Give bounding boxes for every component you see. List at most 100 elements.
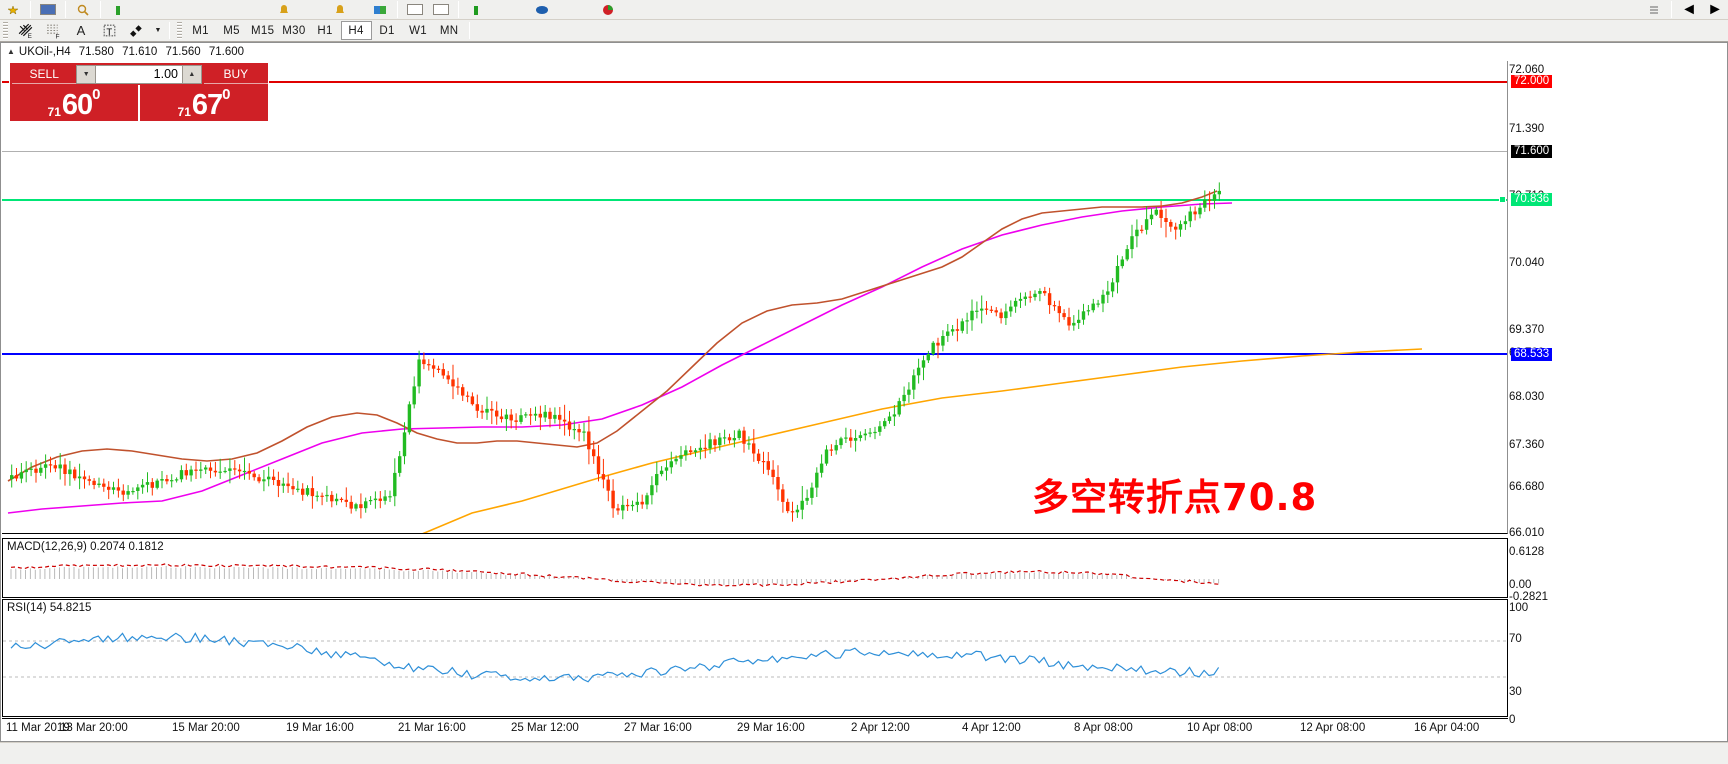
toolbar-divider (100, 1, 101, 18)
buy-price-display[interactable]: 71 67 0 (140, 85, 268, 121)
bell-alert-icon[interactable] (327, 0, 353, 19)
template-icon[interactable] (402, 0, 428, 19)
template2-icon[interactable] (428, 0, 454, 19)
text-icon[interactable]: A (76, 23, 86, 38)
toolbar-main[interactable]: E F A T ▼ M1 M5 M15 M30 H1 H4 D1 W1 MN (0, 20, 1728, 42)
rsi-axis-tick: 0 (1509, 714, 1516, 726)
toolbar-grip[interactable] (3, 22, 8, 39)
timeframe-d1[interactable]: D1 (379, 24, 395, 37)
price-tick: 67.360 (1509, 439, 1545, 451)
toolbar-divider (30, 1, 31, 18)
crosshair-expert-icon[interactable]: E (11, 20, 39, 41)
timeframe-h4[interactable]: H4 (340, 21, 372, 40)
bell-icon[interactable] (271, 0, 297, 19)
price-pane[interactable]: 多空转折点70.8 (2, 61, 1508, 534)
price-tick: 66.680 (1509, 481, 1545, 493)
pivot-line-handle[interactable] (1499, 196, 1506, 203)
chart-window[interactable]: ▲ UKOil-,H4 71.580 71.610 71.560 71.600 … (0, 42, 1728, 742)
time-axis-label: 8 Apr 08:00 (1074, 722, 1133, 734)
price-tick: 71.390 (1509, 123, 1545, 135)
ohlc-open: 71.580 (78, 45, 114, 58)
zoom-icon[interactable] (70, 0, 96, 19)
timeframe-h1[interactable]: H1 (317, 24, 333, 37)
pie-icon[interactable] (595, 0, 621, 19)
toolbar-divider (458, 1, 459, 18)
price-tick: 66.010 (1509, 527, 1545, 539)
buy-price-prefix: 71 (177, 105, 191, 119)
text-label-icon[interactable]: T (95, 20, 123, 41)
price-badge-resistance: 72.000 (1511, 75, 1553, 88)
timeframe-m5[interactable]: M5 (223, 24, 240, 37)
time-axis-label: 27 Mar 16:00 (624, 722, 692, 734)
toolbar-top-strip[interactable]: ◄ ► (0, 0, 1728, 20)
macd-axis-tick: 0.6128 (1509, 546, 1545, 558)
ohlc-high: 71.610 (122, 45, 158, 58)
green-bar-icon[interactable] (463, 0, 489, 19)
macd-axis-tick: -0.2821 (1509, 591, 1549, 603)
indicator-icon[interactable] (105, 0, 131, 19)
ohlc-low: 71.560 (165, 45, 201, 58)
time-axis-label: 19 Mar 16:00 (286, 722, 354, 734)
right-arrow-icon[interactable]: ► (1707, 0, 1723, 18)
volume-input[interactable]: 1.00 (96, 64, 182, 84)
timeframe-w1[interactable]: W1 (409, 24, 427, 37)
bar-chart-icon[interactable] (35, 0, 61, 19)
time-axis-label: 4 Apr 12:00 (962, 722, 1021, 734)
toolbar-divider (169, 22, 170, 39)
volume-decrement-button[interactable]: ▼ (76, 64, 96, 84)
chart-annotation-text: 多空转折点70.8 (1032, 476, 1318, 519)
left-arrow-icon[interactable]: ◄ (1681, 0, 1697, 18)
chart-header: ▲ UKOil-,H4 71.580 71.610 71.560 71.600 (1, 43, 1727, 60)
buy-button[interactable]: BUY (203, 64, 268, 84)
objects-icon[interactable] (123, 20, 151, 41)
chart-ohlc: 71.580 71.610 71.560 71.600 (79, 46, 249, 58)
price-badge-pivot: 70.836 (1511, 193, 1553, 206)
svg-text:F: F (55, 33, 59, 39)
macd-pane[interactable]: MACD(12,26,9) 0.2074 0.1812 (2, 538, 1508, 598)
status-bar (0, 742, 1728, 764)
rsi-axis-tick: 30 (1509, 686, 1522, 698)
svg-text:T: T (106, 27, 112, 38)
globe-icon[interactable] (529, 0, 555, 19)
objects-dropdown-icon[interactable]: ▼ (154, 27, 162, 34)
sell-button[interactable]: SELL (12, 64, 77, 84)
price-axis[interactable]: 72.060 71.390 70.710 70.040 69.370 68.70… (1509, 61, 1727, 726)
oct-prices-row[interactable]: 71 60 0 71 67 0 (10, 85, 268, 121)
sell-price-display[interactable]: 71 60 0 (10, 85, 138, 121)
one-click-trading-panel[interactable]: SELL ▼ 1.00 ▲ BUY 71 60 0 71 67 0 (9, 62, 269, 122)
timeframe-m1[interactable]: M1 (192, 24, 209, 37)
toolbar-divider (1671, 1, 1672, 18)
pivot-line-70836[interactable] (2, 199, 1507, 201)
svg-text:E: E (27, 33, 31, 39)
price-tick: 69.370 (1509, 324, 1545, 336)
time-axis-label: 16 Apr 04:00 (1414, 722, 1480, 734)
window-icon[interactable] (367, 0, 393, 19)
timeframe-m15[interactable]: M15 (251, 24, 275, 37)
timeframe-mn[interactable]: MN (439, 24, 459, 37)
support-line-68533[interactable] (2, 353, 1507, 355)
oct-controls-row[interactable]: SELL ▼ 1.00 ▲ BUY (10, 63, 268, 85)
star-icon[interactable] (0, 0, 26, 19)
rsi-pane[interactable]: RSI(14) 54.8215 (2, 599, 1508, 717)
price-tick: 70.040 (1509, 257, 1545, 269)
chart-symbol: UKOil-,H4 (18, 45, 71, 58)
price-badge-support: 68.533 (1511, 348, 1553, 361)
rsi-axis-tick: 100 (1509, 602, 1529, 614)
price-tick: 72.060 (1509, 64, 1545, 76)
price-tick: 68.030 (1509, 391, 1545, 403)
fibonacci-icon[interactable]: F (39, 20, 67, 41)
macd-title: MACD(12,26,9) 0.2074 0.1812 (7, 541, 164, 553)
oct-divider (138, 85, 140, 121)
collapse-icon[interactable]: ▲ (7, 47, 15, 56)
time-axis-label: 12 Apr 08:00 (1300, 722, 1366, 734)
time-axis-label: 2 Apr 12:00 (851, 722, 910, 734)
resistance-line-72000[interactable] (2, 81, 1507, 83)
time-axis-label: 15 Mar 20:00 (172, 722, 240, 734)
macd-series (10, 562, 1220, 587)
timeframes-grip[interactable] (177, 22, 182, 39)
rsi-axis-tick: 70 (1509, 633, 1522, 645)
volume-increment-button[interactable]: ▲ (182, 64, 202, 84)
timeframe-m30[interactable]: M30 (282, 24, 306, 37)
time-axis[interactable]: 11 Mar 2019 13 Mar 20:00 15 Mar 20:00 19 Ma… (2, 718, 1508, 740)
list-icon[interactable] (1641, 0, 1667, 19)
